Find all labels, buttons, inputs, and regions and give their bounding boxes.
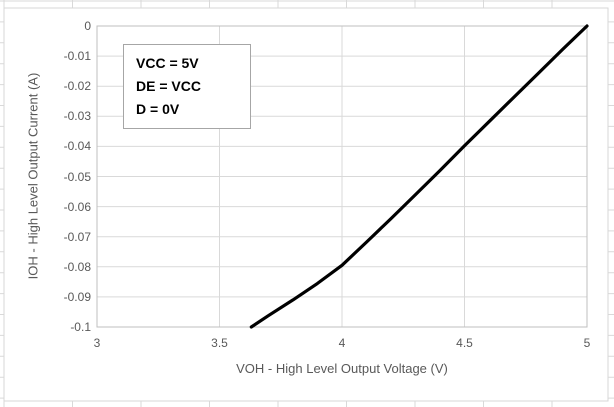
chart-frame[interactable] — [3, 7, 609, 402]
annotation-line-de: DE = VCC — [136, 78, 201, 94]
y-axis-title: IOH - High Level Output Current (A) — [25, 72, 41, 280]
plot-area-border[interactable] — [96, 25, 588, 328]
series-curve[interactable] — [249, 24, 589, 329]
x-axis-title: VOH - High Level Output Voltage (V) — [236, 361, 448, 376]
chart-annotation-textbox[interactable]: VCC = 5V DE = VCC D = 0V — [123, 44, 251, 129]
annotation-line-d: D = 0V — [136, 101, 180, 117]
annotation-line-vcc: VCC = 5V — [136, 55, 199, 71]
